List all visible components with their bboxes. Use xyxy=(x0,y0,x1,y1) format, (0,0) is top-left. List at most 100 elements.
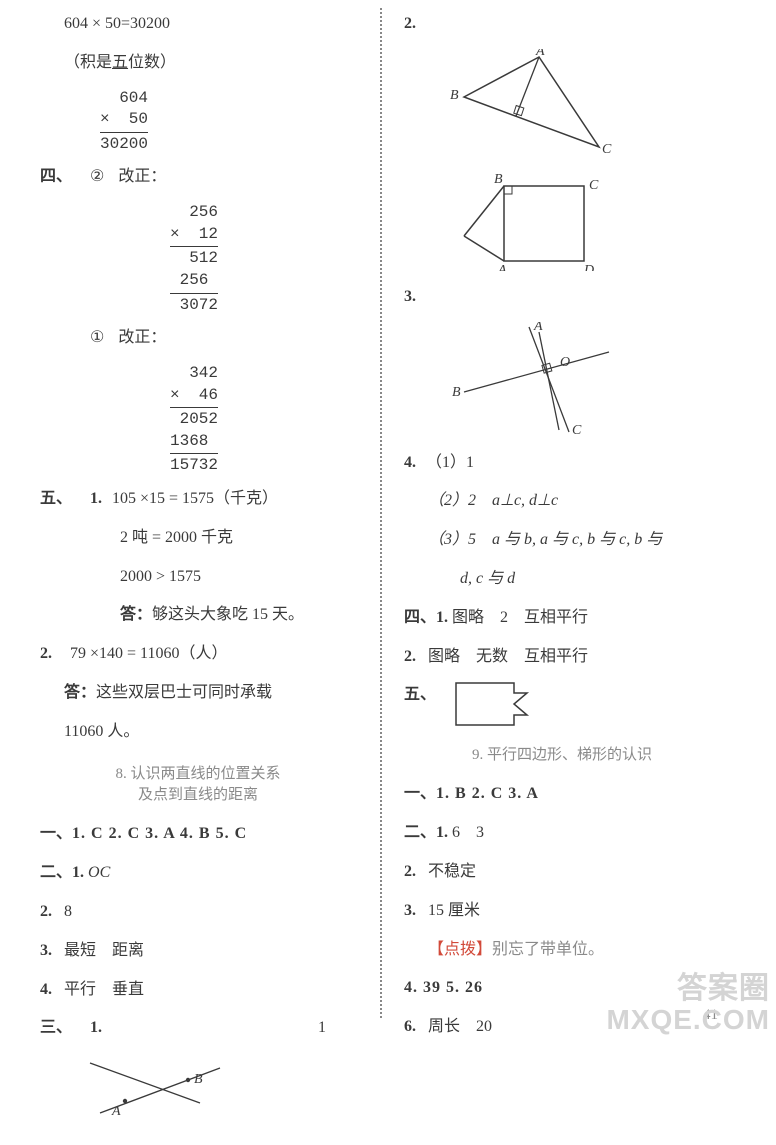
watermark: 答案圈 MXQE.COM xyxy=(606,973,770,1034)
perp-abc-svg: A B C O xyxy=(444,322,624,437)
rq1-row: 一、1. B 2. C 3. A xyxy=(404,780,720,809)
r-3-row: 3. xyxy=(404,283,720,312)
perp-B: B xyxy=(452,385,461,400)
vm2-rule2 xyxy=(170,293,218,294)
rq2-2: 不稳定 xyxy=(428,863,476,880)
square-bacd-svg: B C A D xyxy=(444,171,624,271)
vm2-r5: 3072 xyxy=(170,295,218,317)
sec5-2-row: 2. 79 ×140 = 11060（人） xyxy=(40,640,356,669)
section-4-item1-num: ① xyxy=(90,324,104,353)
vm1-r1: 604 xyxy=(100,88,148,110)
q2-3-num: 3. xyxy=(40,942,52,959)
vm2-r1: 256 xyxy=(170,202,218,224)
hint-row: 【点拨】别忘了带单位。 xyxy=(404,936,720,965)
r-4-1: （1）1 xyxy=(426,454,474,471)
sec4-2: 图略 无数 互相平行 xyxy=(428,648,588,665)
note-1-underline: 五 xyxy=(112,54,128,71)
sec5-row-r: 五、 xyxy=(404,681,720,727)
vm2-rule1 xyxy=(170,246,218,247)
perp-C: C xyxy=(572,423,582,437)
lines-ab-svg: A B xyxy=(80,1053,230,1123)
perp-A: A xyxy=(533,322,543,334)
section-4-fix-2: 改正： xyxy=(118,324,166,353)
sec5-2-ans2: 11060 人。 xyxy=(40,718,356,747)
section-4-fix-1: 改正： xyxy=(118,163,166,192)
q2-label: 二、 xyxy=(40,864,72,881)
section-4-row-2: ① 改正： xyxy=(40,324,356,353)
vm3-rule2 xyxy=(170,453,218,454)
diagram-square-bacd: B C A D xyxy=(444,171,720,271)
note-1-post: 位数） xyxy=(128,54,176,71)
sec5-2-eq: 79 ×140 = 11060（人） xyxy=(70,640,227,669)
q1-items: 1. C 2. C 3. A 4. B 5. C xyxy=(72,825,247,842)
q2-4: 平行 垂直 xyxy=(64,981,144,998)
q2-2-row: 2. 8 xyxy=(40,898,356,927)
q3-1-ans: 1 xyxy=(318,1014,326,1043)
sec5-2-ans: 这些双层巴士可同时承载 xyxy=(96,684,272,701)
rq2-3-row: 3. 15 厘米 xyxy=(404,897,720,926)
diagram-lines-ab: A B xyxy=(80,1053,356,1123)
vm1-rule xyxy=(100,132,148,133)
rq1-items: 1. B 2. C 3. A xyxy=(436,785,539,802)
q1-row: 一、1. C 2. C 3. A 4. B 5. C xyxy=(40,820,356,849)
equation-1: 604 × 50=30200 xyxy=(40,10,356,39)
sec4-2-row: 2. 图略 无数 互相平行 xyxy=(404,643,720,672)
watermark-cn: 答案圈 xyxy=(606,973,770,1005)
sec5-1-eq: 105 ×15 = 1575（千克） xyxy=(112,485,278,514)
sec5-1-l3: 2000 > 1575 xyxy=(40,563,356,592)
sec5-1-l2: 2 吨 = 2000 千克 xyxy=(40,524,356,553)
sec4-label-r: 四、 xyxy=(404,609,436,626)
q2-row: 二、1. OC xyxy=(40,859,356,888)
triangle-abc-svg: A B C xyxy=(444,49,624,159)
vm2-r4: 256 xyxy=(170,270,218,292)
q2-3: 最短 距离 xyxy=(64,942,144,959)
section-4-label: 四、 xyxy=(40,163,84,192)
r-4-2-text: （2）2 a⊥c, d⊥c xyxy=(428,492,558,509)
vm3-rule1 xyxy=(170,407,218,408)
perp-O: O xyxy=(560,355,570,370)
q3-label: 三、 xyxy=(40,1014,84,1043)
sq-D: D xyxy=(583,263,594,271)
sq-C: C xyxy=(589,178,599,193)
rq1-label: 一、 xyxy=(404,785,436,802)
r-3-num: 3. xyxy=(404,283,416,312)
rq2-label: 二、 xyxy=(404,824,436,841)
rq2-2-row: 2. 不稳定 xyxy=(404,858,720,887)
vm3-r3: 2052 xyxy=(170,409,218,431)
sec5-1-ans-row: 答：够这头大象吃 15 天。 xyxy=(40,601,356,630)
section-4-item2-num: ② xyxy=(90,163,104,192)
lesson-8-title: 8. 认识两直线的位置关系 及点到直线的距离 xyxy=(40,762,356,804)
sec5-label-r: 五、 xyxy=(404,681,448,710)
sec5-1-ans-label: 答： xyxy=(120,606,152,623)
r-4-num: 4. xyxy=(404,454,416,471)
hint-label: 【点拨】 xyxy=(428,941,492,958)
r-4-3a: （3）5 a 与 b, a 与 c, b 与 c, b 与 xyxy=(404,526,720,555)
rq2-6-num: 6. xyxy=(404,1018,416,1035)
left-column: 604 × 50=30200 （积是五位数） 604 × 50 30200 四、… xyxy=(40,10,380,1135)
rq2-3-num: 3. xyxy=(404,902,416,919)
sq-A: A xyxy=(497,263,507,271)
right-column: 2. A B C B C A D xyxy=(380,10,720,1135)
label-B: B xyxy=(194,1072,203,1087)
q3-row: 三、 1. 1 xyxy=(40,1014,356,1043)
rq2-row: 二、1. 6 3 xyxy=(404,819,720,848)
diagram-triangle-abc: A B C xyxy=(444,49,720,159)
r-2-num: 2. xyxy=(404,10,416,39)
rq2-3: 15 厘米 xyxy=(428,902,480,919)
sec5-2-ans-row: 答：这些双层巴士可同时承载 xyxy=(40,679,356,708)
q1-label: 一、 xyxy=(40,825,72,842)
r-2-row: 2. xyxy=(404,10,720,39)
sec5-1-num: 1. xyxy=(90,485,102,514)
sec5-1-ans: 够这头大象吃 15 天。 xyxy=(152,606,304,623)
sec5-2-ans-label: 答： xyxy=(64,684,96,701)
lesson-9-title: 9. 平行四边形、梯形的认识 xyxy=(404,743,720,764)
r-4-2: （2）2 a⊥c, d⊥c xyxy=(404,487,720,516)
q2-3-row: 3. 最短 距离 xyxy=(40,937,356,966)
vm1-r2: × 50 xyxy=(100,109,148,131)
q3-1-num: 1. xyxy=(90,1014,102,1043)
vertical-mult-2: 256 × 12 512 256 3072 xyxy=(170,202,218,316)
r-4-row: 4. （1）1 xyxy=(404,449,720,478)
diagram-perp-abc: A B C O xyxy=(444,322,720,437)
r-4-3b: d, c 与 d xyxy=(404,565,720,594)
vm2-r2: × 12 xyxy=(170,224,218,246)
